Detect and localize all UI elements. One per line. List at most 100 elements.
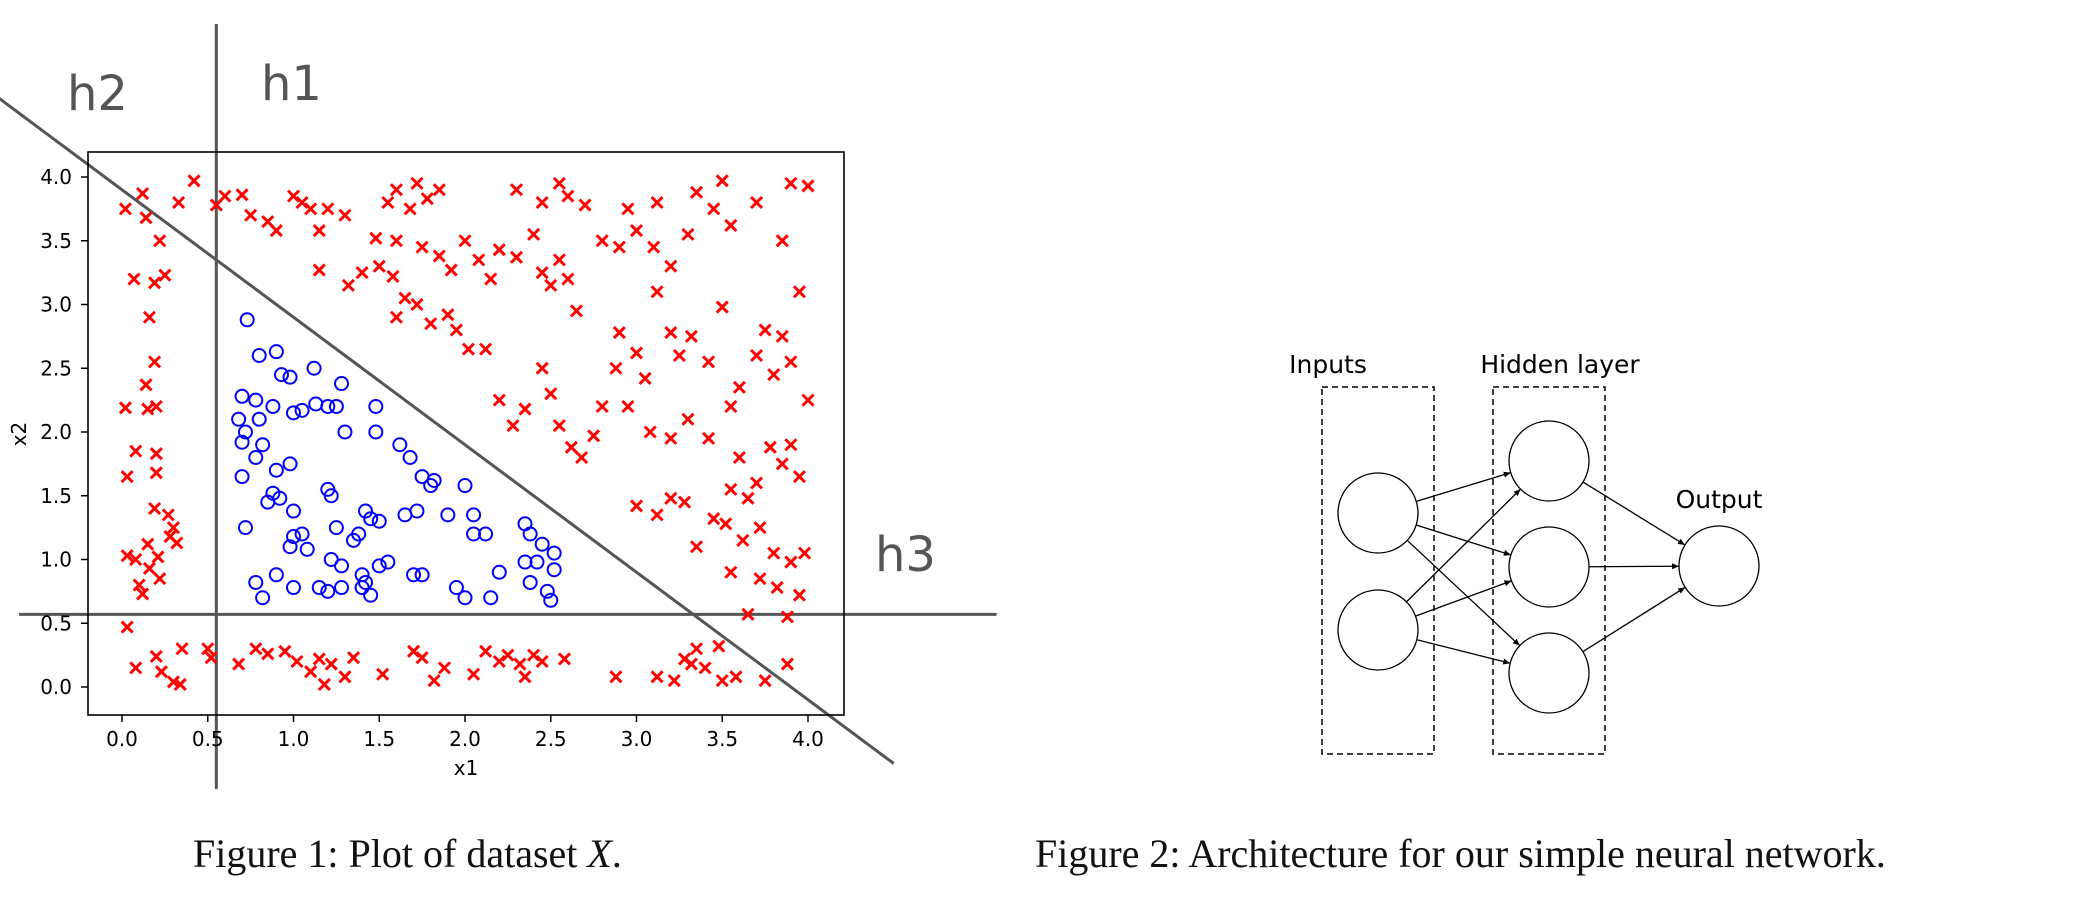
data-point-x-marker <box>753 521 767 535</box>
data-point-x-marker <box>304 202 318 216</box>
data-point-circle-marker <box>273 367 289 383</box>
data-point-x-marker <box>120 549 134 563</box>
y-tick-label: 1.5 <box>40 484 72 508</box>
data-point-x-marker <box>386 269 400 284</box>
data-point-circle-marker <box>282 369 298 385</box>
x-tick-label: 0.5 <box>192 727 224 751</box>
data-point-x-marker <box>621 202 635 216</box>
data-point-x-marker <box>715 174 729 188</box>
data-point-x-marker <box>201 642 215 656</box>
data-point-x-marker <box>492 243 506 257</box>
data-point-x-marker <box>148 276 162 290</box>
data-point-x-marker <box>681 412 695 426</box>
figure-2-caption: Figure 2: Architecture for our simple ne… <box>1035 830 1886 877</box>
data-point-x-marker <box>780 610 794 624</box>
data-point-x-marker <box>647 240 661 254</box>
data-point-circle-marker <box>440 507 456 523</box>
data-point-x-marker <box>458 234 472 248</box>
data-point-x-marker <box>650 508 664 522</box>
data-point-circle-marker <box>409 503 425 519</box>
data-point-circle-marker <box>268 567 284 583</box>
data-point-circle-marker <box>308 396 324 412</box>
data-point-x-marker <box>154 665 169 679</box>
data-point-x-marker <box>784 176 798 190</box>
data-point-x-marker <box>376 667 390 681</box>
input-node <box>1337 589 1419 671</box>
data-point-circle-marker <box>380 554 396 570</box>
data-point-x-marker <box>707 202 721 216</box>
data-point-x-marker <box>684 657 698 671</box>
data-point-x-marker <box>664 325 678 340</box>
decision-line-label-h1: h1 <box>261 56 322 112</box>
data-point-x-marker <box>427 674 441 688</box>
output-node <box>1678 525 1760 607</box>
data-point-x-marker <box>170 536 184 550</box>
data-point-x-marker <box>148 355 162 369</box>
x-axis-label: x1 <box>454 756 479 780</box>
data-point-x-marker <box>667 674 681 688</box>
decision-line-label-h2: h2 <box>67 66 128 122</box>
data-point-x-marker <box>707 512 721 526</box>
data-point-circle-marker <box>351 526 367 542</box>
hidden-layer-group-box <box>1492 386 1606 755</box>
y-tick-label: 1.0 <box>40 548 72 572</box>
data-point-x-marker <box>664 491 678 505</box>
data-point-x-marker <box>561 189 575 203</box>
data-point-x-marker <box>715 674 729 688</box>
data-point-circle-marker <box>237 424 253 440</box>
data-point-circle-marker <box>358 503 374 519</box>
data-point-x-marker <box>792 285 806 299</box>
decision-line-label-h3: h3 <box>875 527 936 583</box>
data-point-circle-marker <box>491 564 507 580</box>
data-point-x-marker <box>712 639 726 653</box>
data-point-x-marker <box>139 211 153 225</box>
data-point-x-marker <box>472 253 486 267</box>
data-point-circle-marker <box>337 424 353 440</box>
inputs-label: Inputs <box>1289 350 1367 379</box>
data-point-x-marker <box>187 174 201 188</box>
data-point-x-marker <box>609 670 623 684</box>
data-point-circle-marker <box>234 434 250 450</box>
data-point-x-marker <box>173 677 187 692</box>
data-point-x-marker <box>175 642 189 656</box>
neural-network-diagram: Inputs Hidden layer Output <box>1289 350 1763 755</box>
data-point-x-marker <box>501 648 515 662</box>
data-point-x-marker <box>389 234 403 248</box>
data-point-x-marker <box>724 399 738 414</box>
data-point-x-marker <box>736 533 750 547</box>
data-point-x-marker <box>449 323 463 337</box>
data-point-x-marker <box>732 380 746 394</box>
data-point-x-marker <box>595 234 609 248</box>
data-point-circle-marker <box>234 469 250 485</box>
data-point-circle-marker <box>534 536 550 552</box>
data-point-x-marker <box>304 665 318 679</box>
data-point-x-marker <box>784 355 798 369</box>
data-point-x-marker <box>321 202 335 216</box>
data-point-x-marker <box>324 657 338 671</box>
data-point-x-marker <box>432 249 446 263</box>
data-point-x-marker <box>780 657 794 671</box>
data-point-x-marker <box>749 348 764 363</box>
data-point-circle-marker <box>234 388 250 404</box>
data-point-x-marker <box>158 268 172 282</box>
data-point-circle-marker <box>328 520 344 536</box>
data-point-x-marker <box>244 208 258 222</box>
data-point-x-marker <box>129 444 143 458</box>
data-point-x-marker <box>317 677 331 692</box>
data-point-circle-marker <box>294 526 310 542</box>
data-point-x-marker <box>389 183 403 197</box>
data-point-x-marker <box>149 447 163 461</box>
data-point-circle-marker <box>286 580 301 596</box>
data-point-x-marker <box>410 176 424 190</box>
data-point-circle-marker <box>522 526 538 542</box>
dataset-scatter-plot: 0.0 0.5 1.0 1.5 2.0 2.5 3.0 3.5 4.0 0.0 0.5 1.0 1.5 2… <box>0 24 997 789</box>
plot-area-frame <box>87 151 845 716</box>
data-point-circle-marker <box>282 456 298 472</box>
data-point-x-marker <box>650 670 664 684</box>
data-point-x-marker <box>218 189 232 203</box>
data-point-x-marker <box>424 317 438 331</box>
data-point-circle-marker <box>286 405 301 421</box>
data-point-x-marker <box>784 438 798 452</box>
data-point-x-marker <box>535 195 549 210</box>
data-point-x-marker <box>410 297 424 312</box>
